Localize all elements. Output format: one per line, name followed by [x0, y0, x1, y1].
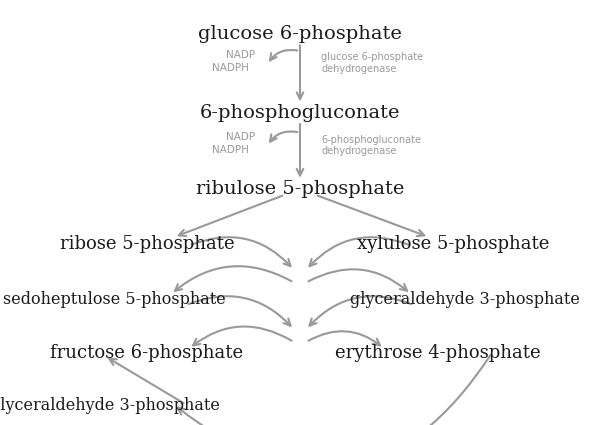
Text: sedoheptulose 5-phosphate: sedoheptulose 5-phosphate	[2, 291, 226, 308]
Text: NADP: NADP	[226, 132, 255, 142]
Text: xylulose 5-phosphate: xylulose 5-phosphate	[357, 235, 549, 253]
Text: glucose 6-phosphate: glucose 6-phosphate	[198, 25, 402, 43]
Text: NADPH: NADPH	[212, 144, 249, 155]
Text: glyceraldehyde 3-phosphate: glyceraldehyde 3-phosphate	[350, 291, 580, 308]
Text: erythrose 4-phosphate: erythrose 4-phosphate	[335, 344, 541, 362]
Text: NADP: NADP	[226, 50, 255, 60]
Text: glucose 6-phosphate
dehydrogenase: glucose 6-phosphate dehydrogenase	[321, 52, 423, 74]
Text: 6-phosphogluconate
dehydrogenase: 6-phosphogluconate dehydrogenase	[321, 135, 421, 156]
Text: glyceraldehyde 3-phosphate: glyceraldehyde 3-phosphate	[0, 397, 220, 414]
Text: fructose 6-phosphate: fructose 6-phosphate	[50, 344, 244, 362]
Text: ribose 5-phosphate: ribose 5-phosphate	[59, 235, 235, 253]
Text: NADPH: NADPH	[212, 63, 249, 73]
Text: 6-phosphogluconate: 6-phosphogluconate	[200, 104, 400, 122]
Text: ribulose 5-phosphate: ribulose 5-phosphate	[196, 180, 404, 198]
